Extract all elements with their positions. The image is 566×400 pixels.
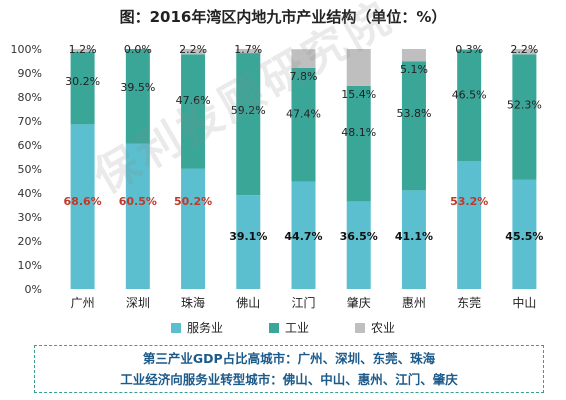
bar-services <box>291 181 316 289</box>
bar-industry <box>291 67 316 182</box>
y-tick-label: 60% <box>18 139 42 152</box>
x-category-label: 佛山 <box>236 296 260 310</box>
legend-swatch <box>170 322 181 333</box>
y-tick-label: 80% <box>18 91 42 104</box>
value-label-industry: 59.2% <box>231 104 266 117</box>
bar-industry <box>401 61 426 191</box>
value-label-services: 44.7% <box>284 230 322 243</box>
bar-services <box>512 179 537 289</box>
bar-agriculture <box>70 49 95 52</box>
note-line-2: 工业经济向服务业转型城市：佛山、中山、惠州、江门、肇庆 <box>120 372 458 387</box>
x-category-label: 珠海 <box>181 295 205 310</box>
stacked-bar-chart: 0% 10% 20% 30% 40% 50% 60% 70% 80% 90% 100% 68.6% 30… <box>11 43 544 310</box>
legend-item: 农业 <box>355 319 395 336</box>
value-label-industry: 30.2% <box>65 75 100 88</box>
bar-agriculture <box>512 49 537 55</box>
x-category-label: 惠州 <box>402 296 426 310</box>
value-label-industry: 48.1% <box>341 126 376 139</box>
bar-agriculture <box>181 49 206 55</box>
note-box: 第三产业GDP占比高城市：广州、深圳、东莞、珠海 工业经济向服务业转型城市：佛山… <box>34 345 544 393</box>
legend-item: 工业 <box>268 319 309 336</box>
value-label-agriculture: 0.0% <box>124 43 152 56</box>
x-category-label: 广州 <box>71 296 95 310</box>
legend-item: 服务业 <box>170 319 223 336</box>
chart-title: 图：2016年湾区内地九市产业结构（单位：%） <box>119 8 447 26</box>
value-label-services: 53.2% <box>450 195 488 208</box>
bar-industry <box>512 54 537 180</box>
bar-services <box>401 190 426 289</box>
y-tick-label: 50% <box>18 163 42 176</box>
bar-services <box>346 201 371 289</box>
note-line-1: 第三产业GDP占比高城市：广州、深圳、东莞、珠海 <box>142 351 436 366</box>
y-tick-label: 40% <box>18 187 42 200</box>
value-label-agriculture: 7.8% <box>290 70 318 83</box>
bar-services <box>457 161 482 289</box>
bar-industry <box>181 54 206 169</box>
value-label-services: 60.5% <box>119 195 157 208</box>
bar-agriculture <box>291 49 316 68</box>
bar-services <box>70 124 95 289</box>
y-tick-label: 100% <box>11 43 42 56</box>
bar-agriculture <box>346 49 371 86</box>
y-tick-label: 70% <box>18 115 42 128</box>
y-tick-label: 10% <box>18 259 42 272</box>
bar-agriculture <box>457 49 482 50</box>
legend-label: 农业 <box>371 321 396 335</box>
value-label-agriculture: 15.4% <box>341 88 376 101</box>
value-label-services: 41.1% <box>395 230 433 243</box>
x-category-label: 江门 <box>291 295 315 310</box>
legend-swatch <box>268 322 279 333</box>
bar-agriculture <box>401 49 426 62</box>
value-label-industry: 39.5% <box>120 81 155 94</box>
chart-legend: 服务业 工业 农业 <box>0 319 566 336</box>
value-label-agriculture: 1.7% <box>234 43 262 56</box>
bar-services <box>236 195 261 289</box>
y-tick-label: 20% <box>18 235 42 248</box>
value-label-agriculture: 2.2% <box>179 43 207 56</box>
value-label-services: 39.1% <box>229 230 267 243</box>
value-label-agriculture: 2.2% <box>510 43 538 56</box>
value-label-industry: 47.4% <box>286 107 321 120</box>
legend-label: 工业 <box>284 321 309 335</box>
value-label-agriculture: 1.2% <box>69 43 97 56</box>
legend-label: 服务业 <box>186 321 223 335</box>
x-category-label: 中山 <box>512 295 536 310</box>
value-label-services: 36.5% <box>340 230 378 243</box>
bar-industry <box>70 51 95 125</box>
y-tick-label: 30% <box>18 211 42 224</box>
y-tick-label: 90% <box>18 67 42 80</box>
value-label-agriculture: 5.1% <box>400 63 428 76</box>
value-label-industry: 53.8% <box>396 107 431 120</box>
bar-industry <box>236 53 261 196</box>
value-label-industry: 52.3% <box>507 98 542 111</box>
bar-industry <box>457 49 482 162</box>
bar-industry <box>125 49 150 144</box>
x-category-label: 深圳 <box>126 296 150 310</box>
value-label-agriculture: 0.3% <box>455 43 483 56</box>
x-category-label: 肇庆 <box>347 295 371 310</box>
bar-industry <box>346 85 371 202</box>
value-label-services: 68.6% <box>64 195 102 208</box>
y-tick-label: 0% <box>25 283 42 296</box>
value-label-services: 45.5% <box>505 230 543 243</box>
bar-services <box>181 168 206 289</box>
legend-swatch <box>355 322 365 333</box>
value-label-services: 50.2% <box>174 195 212 208</box>
value-label-industry: 47.6% <box>176 94 211 107</box>
bar-agriculture <box>236 49 261 54</box>
bar-services <box>125 143 150 289</box>
x-category-label: 东莞 <box>457 296 481 310</box>
value-label-industry: 46.5% <box>452 88 487 101</box>
